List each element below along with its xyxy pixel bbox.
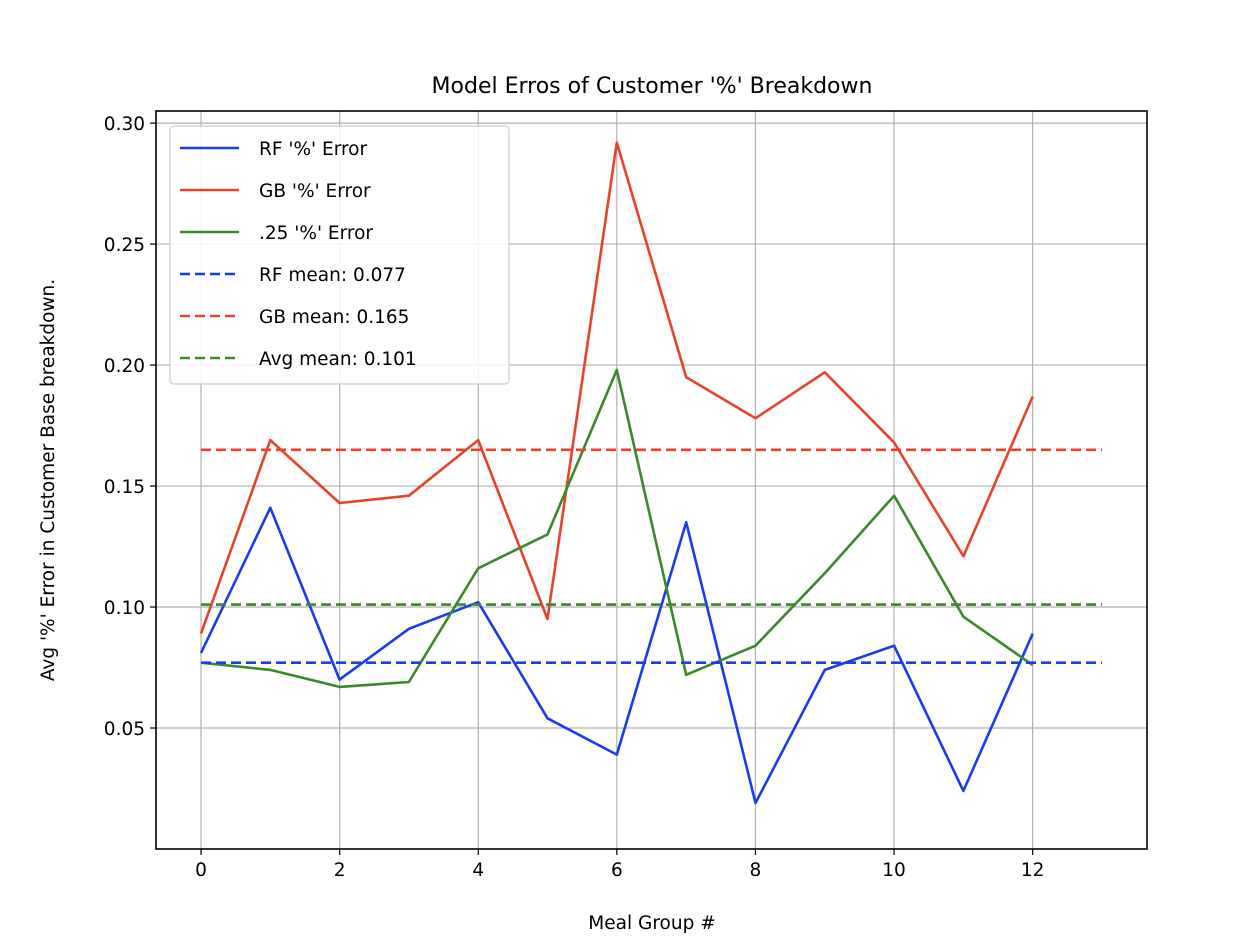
x-tick-label: 12 (1021, 860, 1045, 881)
legend-label: RF mean: 0.077 (259, 265, 406, 286)
x-tick-label: 2 (334, 860, 346, 881)
x-axis-label: Meal Group # (588, 913, 715, 934)
y-tick-label: 0.05 (104, 719, 145, 740)
legend-label: GB mean: 0.165 (259, 307, 409, 328)
plot-frame (155, 110, 1148, 850)
plot-series (199, 141, 1102, 805)
series-line-rf-error (199, 506, 1034, 805)
x-tick-label: 8 (750, 860, 762, 881)
x-tick-label: 0 (195, 860, 207, 881)
legend-label: GB '%' Error (259, 181, 371, 202)
y-tick-label: 0.20 (104, 356, 145, 377)
series-line-25-error (200, 368, 1034, 689)
axis-ticks: 0 2 4 6 8 10 12 0.05 0.10 0.15 0.20 0.25 0.30 (104, 114, 1045, 881)
y-axis-label: Avg '%' Error in Customer Base breakdown… (38, 279, 59, 681)
x-tick-label: 6 (611, 860, 623, 881)
y-tick-label: 0.10 (104, 598, 145, 619)
legend-label: RF '%' Error (259, 139, 367, 160)
chart-title: Model Erros of Customer '%' Breakdown (432, 74, 873, 99)
series-line-gb-error (199, 141, 1034, 635)
legend-label: .25 '%' Error (259, 223, 373, 244)
x-tick-label: 10 (882, 860, 906, 881)
legend-label: Avg mean: 0.101 (259, 349, 417, 370)
y-tick-label: 0.15 (104, 477, 145, 498)
x-tick-label: 4 (472, 860, 484, 881)
y-tick-label: 0.25 (104, 235, 145, 256)
y-tick-label: 0.30 (104, 114, 145, 135)
legend: RF '%' Error GB '%' Error .25 '%' Error RF … (169, 125, 510, 385)
legend-box (169, 125, 510, 385)
